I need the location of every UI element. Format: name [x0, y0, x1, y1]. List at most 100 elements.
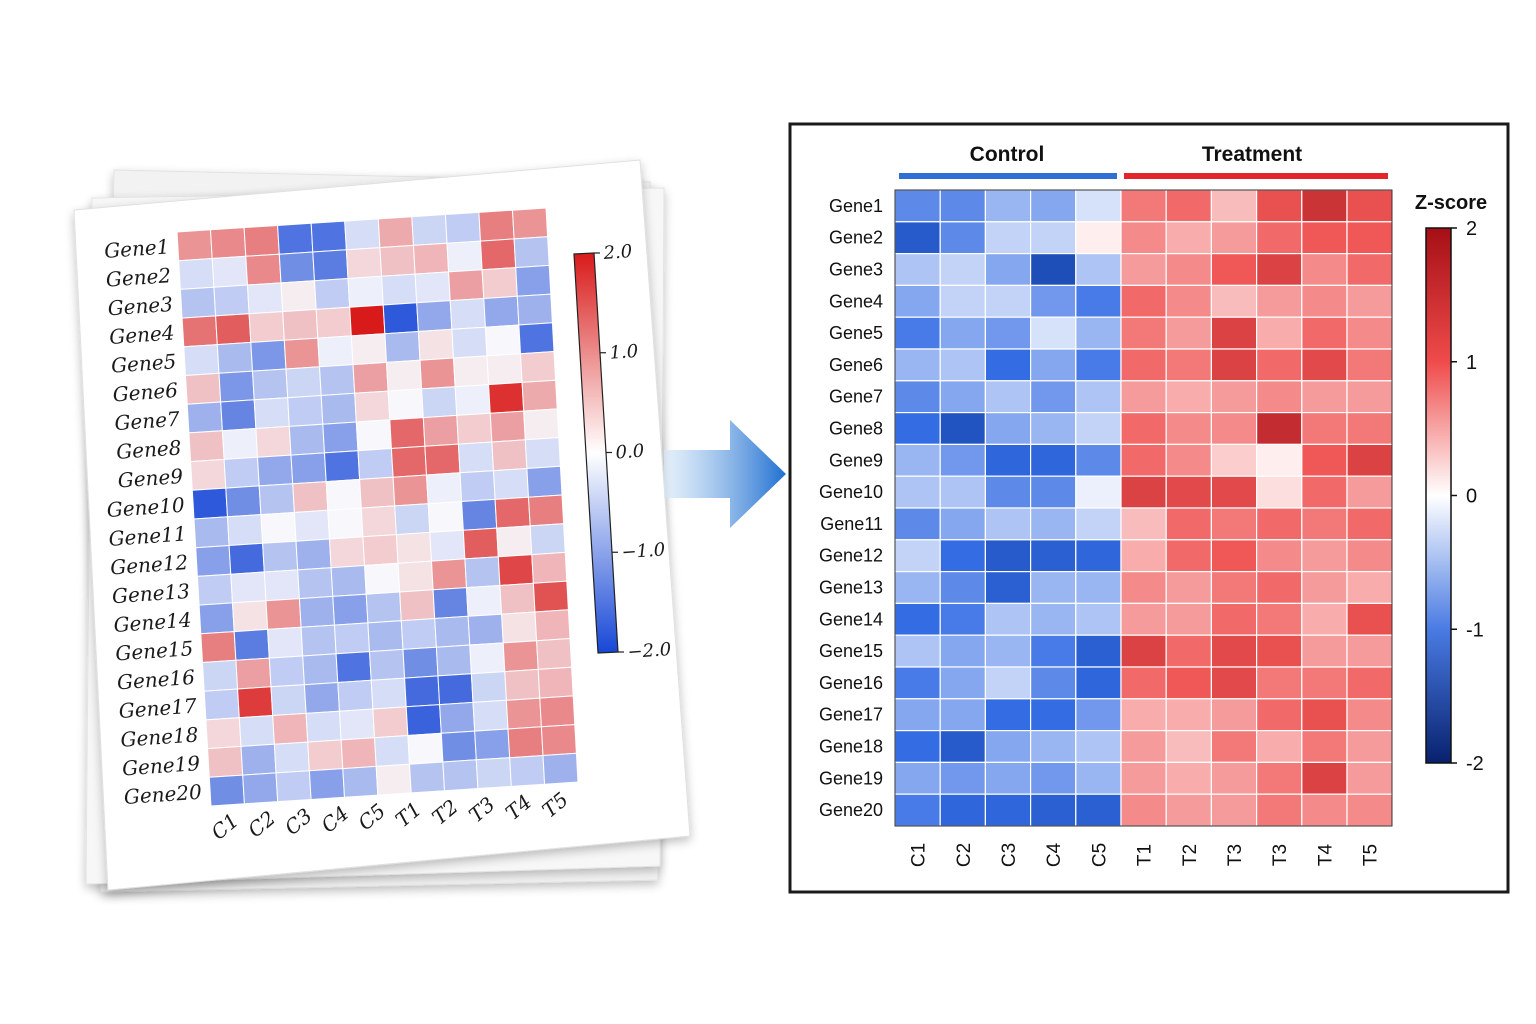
sketch-heatmap-cell — [190, 458, 227, 491]
sketch-heatmap-cell — [251, 368, 289, 401]
heatmap-cell — [1029, 729, 1077, 763]
heatmap-cell — [984, 793, 1032, 827]
sketch-row-label: Gene16 — [116, 665, 196, 694]
heatmap-cell — [1255, 253, 1303, 287]
sketch-colorbar-ticks: 2.0 1.0 0.0 −1.0 −2.0 — [594, 241, 672, 663]
sketch-colorbar-tick-label: −2.0 — [627, 639, 672, 663]
sketch-heatmap-cell — [265, 598, 302, 630]
heatmap-cell — [894, 253, 941, 287]
heatmap-cell — [984, 539, 1032, 573]
heatmap-cell — [984, 412, 1032, 446]
sketch-heatmap-cell — [481, 267, 518, 300]
heatmap-cell — [1301, 793, 1348, 827]
colorbar-tick-label: 0 — [1466, 486, 1477, 508]
heatmap-cell — [1075, 284, 1122, 318]
sketch-heatmap-cell — [430, 558, 468, 591]
sketch-heatmap-cell — [385, 359, 423, 392]
heatmap-cell — [1165, 698, 1212, 732]
heatmap-cell — [1029, 189, 1077, 223]
heatmap-cell — [894, 507, 941, 541]
sketch-heatmap-cell — [427, 500, 464, 533]
heatmap-cell — [1210, 253, 1258, 287]
heatmap-cell — [939, 570, 987, 604]
sketch-heatmap-cell — [384, 330, 421, 363]
heatmap-cell — [984, 761, 1032, 795]
sketch-heatmap-cell — [521, 379, 558, 412]
sketch-heatmap-cell — [392, 474, 429, 507]
sketch-heatmap-cell — [472, 699, 509, 732]
heatmap-cell — [1165, 761, 1212, 795]
heatmap-cell — [1075, 475, 1122, 509]
sketch-heatmap-cell — [330, 564, 367, 597]
row-label: Gene8 — [829, 419, 883, 439]
column-label: C4 — [1044, 842, 1065, 867]
row-label: Gene11 — [820, 514, 883, 534]
heatmap-cell — [984, 253, 1032, 287]
heatmap-cell — [1029, 698, 1077, 732]
sketch-heatmap-cell — [218, 370, 255, 403]
heatmap-cell — [1346, 475, 1393, 509]
group-header-treatment: Treatment — [1124, 143, 1388, 179]
sketch-heatmap-cell — [389, 417, 426, 450]
heatmap-cell — [1029, 793, 1077, 827]
heatmap-cell — [984, 380, 1032, 414]
heatmap-cell — [1120, 634, 1167, 668]
sketch-heatmap-cell — [243, 224, 280, 257]
heatmap-cell — [894, 189, 941, 223]
sketch-heatmap-cell — [260, 511, 297, 544]
sketch-heatmap-cell — [407, 732, 444, 765]
sketch-row-label: Gene10 — [106, 493, 186, 522]
sketch-heatmap-cell — [297, 567, 334, 600]
sketch-colorbar: 2.0 1.0 0.0 −1.0 −2.0 — [573, 241, 672, 663]
heatmap-cell — [1120, 253, 1167, 287]
heatmap-cell — [1210, 348, 1258, 382]
sketch-row-label: Gene13 — [111, 579, 190, 608]
sketch-heatmap-cell — [367, 620, 404, 653]
sketch-heatmap-cell — [179, 286, 217, 319]
heatmap-cell — [1255, 221, 1303, 255]
sketch-heatmap-cell — [313, 277, 351, 310]
heatmap-cell — [1120, 380, 1167, 414]
heatmap-cell — [1255, 348, 1303, 382]
heatmap-cell — [1346, 412, 1393, 446]
sketch-heatmap-cell — [513, 236, 550, 269]
sketch-heatmap-cell — [345, 247, 383, 280]
sketch-heatmap-cell — [539, 695, 576, 728]
sketch-heatmap-cell — [283, 337, 321, 370]
sketch-heatmap-cell — [216, 341, 254, 374]
sketch-row-label: Gene17 — [118, 694, 198, 723]
heatmap-cell — [894, 284, 941, 318]
sketch-heatmap-cell — [240, 743, 277, 776]
sketch-row-label: Gene5 — [110, 349, 177, 377]
heatmap-cell — [939, 666, 987, 700]
sketch-heatmap-cell — [230, 571, 267, 604]
zscore-colorbar: Z-score 2 1 0 -1 -2 — [1415, 192, 1487, 775]
sketch-heatmap-cell — [317, 335, 354, 368]
sketch-heatmap-cell — [452, 355, 490, 388]
sketch-heatmap-cell — [451, 326, 488, 359]
heatmap-cell — [1346, 698, 1393, 732]
row-label: Gene12 — [819, 546, 883, 566]
sketch-heatmap-cell — [486, 353, 523, 386]
heatmap-cell — [1120, 666, 1167, 700]
heatmap-cell — [1029, 221, 1077, 255]
colorbar-tick-label: -2 — [1466, 753, 1484, 775]
heatmap-cell — [1255, 761, 1303, 795]
heatmap-cell — [1075, 602, 1122, 636]
heatmap-cell — [1165, 602, 1212, 636]
heatmap-cell — [939, 284, 987, 318]
sketch-heatmap-cell — [332, 593, 369, 626]
heatmap-cell — [1075, 793, 1122, 827]
heatmap-cell — [984, 634, 1032, 668]
sketch-heatmap-cell — [220, 399, 257, 432]
heatmap-cell — [939, 475, 987, 509]
heatmap-cell — [1255, 475, 1303, 509]
sketch-colorbar-tick-label: 0.0 — [615, 441, 645, 464]
heatmap-cell — [1029, 666, 1077, 700]
sketch-heatmap-cell — [184, 372, 222, 405]
sketch-heatmap-cell — [211, 255, 249, 288]
sketch-heatmap-cell — [303, 681, 341, 714]
heatmap-cell — [939, 348, 987, 382]
heatmap-cell — [1210, 189, 1258, 223]
